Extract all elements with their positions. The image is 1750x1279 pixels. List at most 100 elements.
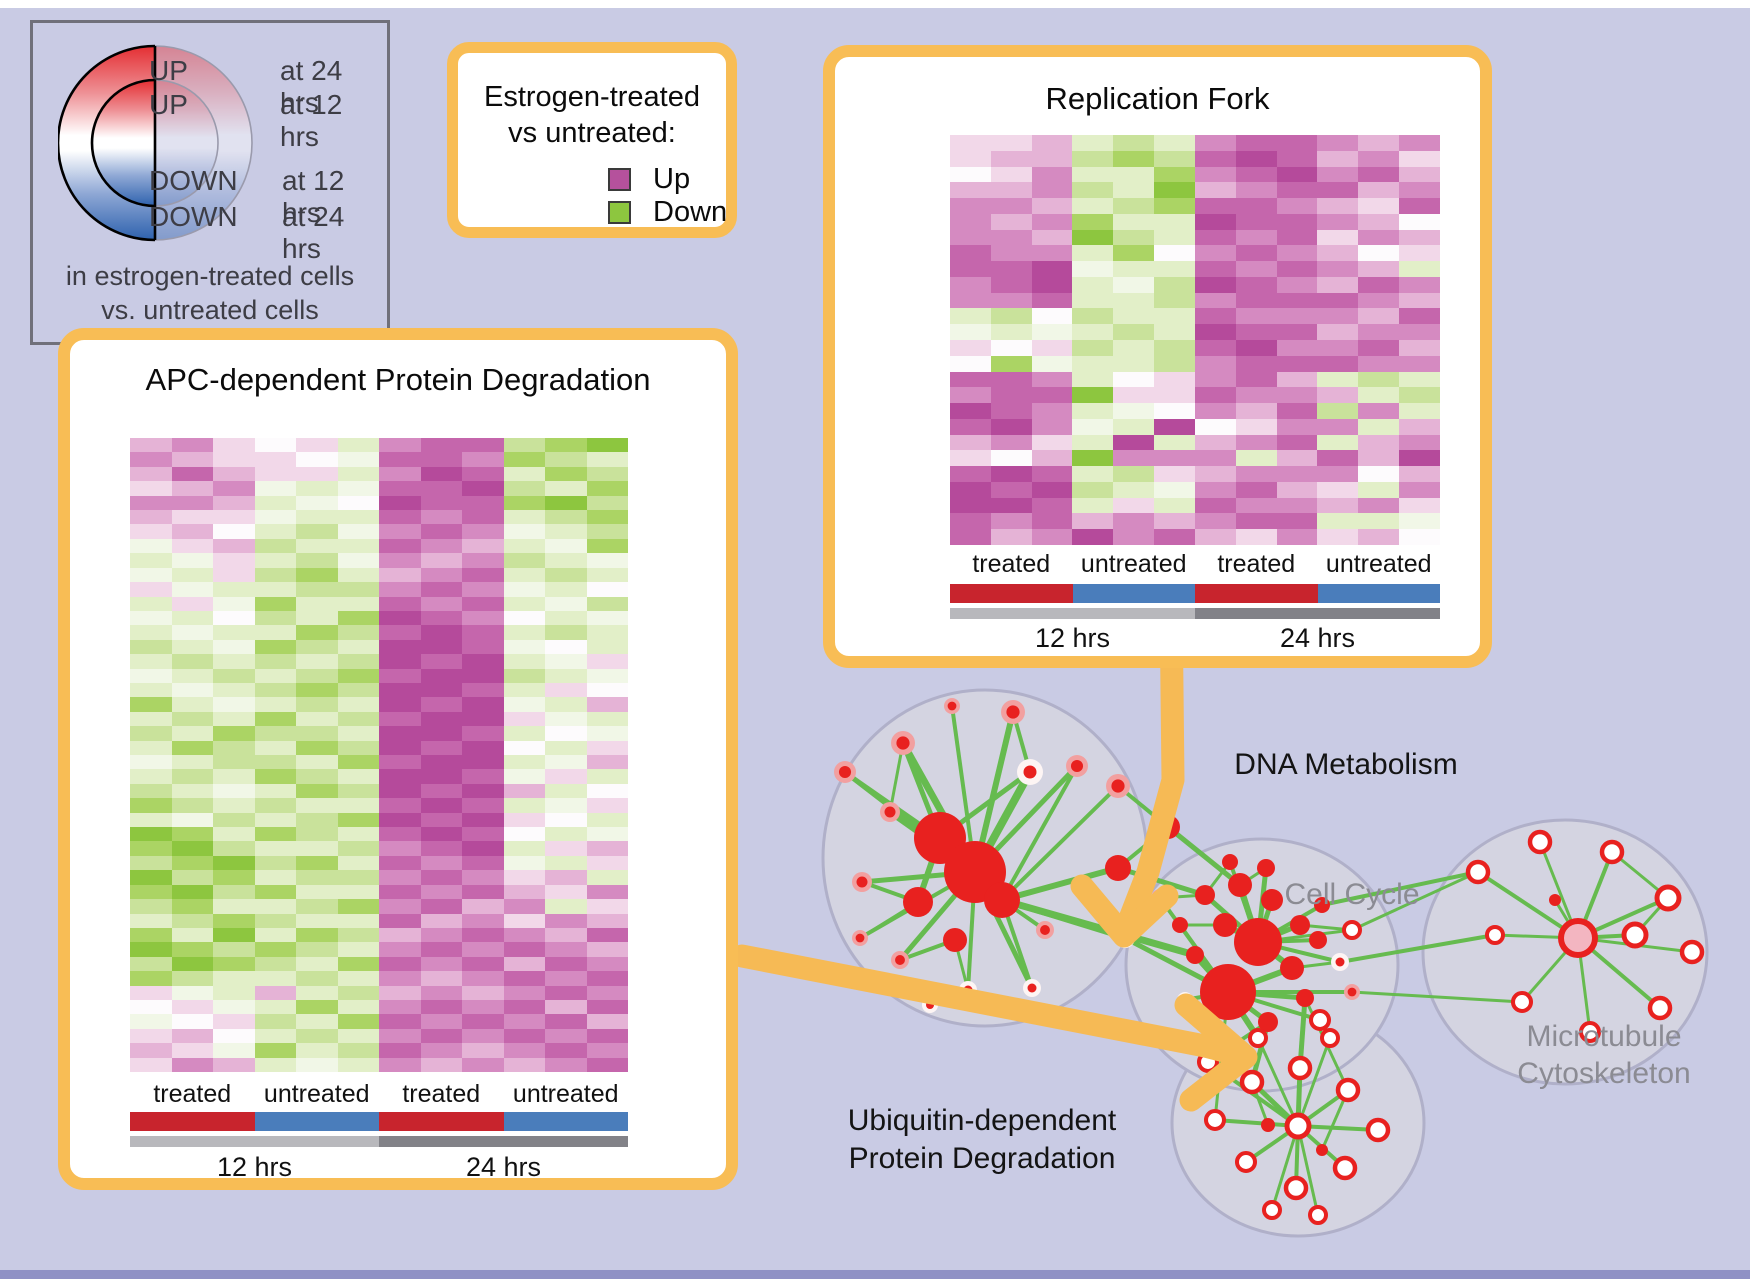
- down-label: Down: [653, 196, 728, 228]
- heatmap-cell: [254, 553, 296, 568]
- heatmap-cell: [586, 1057, 628, 1072]
- heatmap-cell: [337, 1014, 379, 1029]
- heatmap-cell: [213, 985, 255, 1000]
- heatmap-cell: [1235, 166, 1277, 183]
- heatmap-cell: [462, 596, 504, 611]
- heatmap-cell: [1276, 340, 1318, 356]
- heatmap-cell: [462, 899, 504, 914]
- network-edge: [1351, 990, 1523, 1004]
- heatmap-cell: [130, 769, 172, 784]
- heatmap-cell: [545, 582, 587, 597]
- down-24-word: DOWN: [149, 201, 238, 232]
- heatmap-cell: [503, 884, 545, 900]
- heatmap-cell: [1154, 340, 1195, 356]
- heatmap-cell: [254, 971, 296, 986]
- heatmap-cell: [254, 827, 296, 842]
- heatmap-cell: [379, 798, 421, 813]
- network-node: [1558, 918, 1598, 958]
- heatmap-cell: [1399, 198, 1440, 214]
- heatmap-cell: [990, 308, 1032, 325]
- network-node: [1599, 839, 1625, 865]
- heatmap-cell: [254, 639, 296, 655]
- heatmap-cell: [462, 524, 504, 539]
- heatmap-cell: [1235, 466, 1277, 482]
- heatmap-cell: [254, 481, 296, 496]
- apc-group-labels: treated untreated treated untreated: [130, 1080, 628, 1109]
- heatmap-cell: [990, 135, 1032, 151]
- heatmap-cell: [462, 841, 504, 856]
- heatmap-cell: [545, 798, 587, 813]
- apc-panel: APC-dependent Protein Degradation treate…: [58, 328, 738, 1190]
- heatmap-cell: [337, 553, 379, 568]
- heatmap-cell: [337, 610, 379, 626]
- heatmap-cell: [130, 682, 172, 698]
- heatmap-cell: [586, 956, 628, 972]
- network-node-core: [1070, 759, 1084, 773]
- heatmap-cell: [337, 625, 379, 640]
- heatmap-cell: [950, 403, 991, 419]
- heatmap-cell: [1072, 403, 1114, 419]
- heatmap-cell: [1317, 434, 1359, 451]
- heatmap-cell: [1399, 213, 1440, 230]
- heatmap-cell: [296, 438, 338, 453]
- heatmap-cell: [213, 668, 255, 683]
- heatmap-cell: [1031, 418, 1073, 435]
- heatmap-cell: [171, 755, 213, 770]
- heatmap-cell: [545, 841, 587, 856]
- heatmap-cell: [1194, 135, 1236, 151]
- heatmap-cell: [171, 668, 213, 683]
- heatmap-cell: [337, 567, 379, 583]
- heatmap-cell: [254, 625, 296, 640]
- heatmap-cell: [545, 1014, 587, 1029]
- heatmap-cell: [462, 567, 504, 583]
- heatmap-cell: [462, 985, 504, 1000]
- heatmap-cell: [171, 913, 213, 928]
- heatmap-cell: [950, 213, 991, 230]
- heatmap-cell: [171, 841, 213, 856]
- heatmap-cell: [586, 538, 628, 554]
- heatmap-cell: [213, 870, 255, 885]
- heatmap-cell: [296, 855, 338, 871]
- heatmap-cell: [586, 639, 628, 655]
- heatmap-cell: [1031, 403, 1073, 419]
- heatmap-cell: [337, 697, 379, 712]
- heatmap-cell: [586, 927, 628, 943]
- inner-right-outline: [154, 79, 219, 207]
- timepoint-label: 24 hrs: [465, 1152, 542, 1182]
- heatmap-cell: [337, 827, 379, 842]
- heatmap-cell: [1276, 150, 1318, 167]
- heatmap-cell: [296, 1014, 338, 1029]
- heatmap-cell: [337, 438, 379, 453]
- timepoint-bar: [950, 608, 1195, 619]
- heatmap-cell: [379, 971, 421, 986]
- heatmap-cell: [420, 999, 462, 1015]
- up-label: Up: [653, 163, 691, 195]
- heatmap-cell: [1276, 434, 1318, 451]
- heatmap-cell: [462, 827, 504, 842]
- heatmap-cell: [296, 553, 338, 568]
- heatmap-cell: [1276, 229, 1318, 246]
- heatmap-cell: [545, 755, 587, 770]
- condition-bar: [950, 584, 1073, 603]
- network-node: [1365, 1117, 1391, 1143]
- heatmap-cell: [337, 783, 379, 799]
- heatmap-cell: [130, 740, 172, 755]
- heatmap-cell: [503, 510, 545, 525]
- heatmap-cell: [1072, 466, 1114, 482]
- heatmap-cell: [1113, 213, 1155, 230]
- heatmap-cell: [990, 497, 1032, 514]
- heatmap-cell: [990, 276, 1032, 293]
- heatmap-cell: [1113, 497, 1155, 514]
- heatmap-cell: [171, 985, 213, 1000]
- heatmap-cell: [503, 495, 545, 511]
- heatmap-cell: [1399, 276, 1440, 293]
- heatmap-cell: [1358, 292, 1400, 309]
- heatmap-cell: [171, 438, 213, 453]
- heatmap-cell: [379, 510, 421, 525]
- heatmap-cell: [213, 899, 255, 914]
- heatmap-cell: [1358, 245, 1400, 262]
- heatmap-cell: [1317, 182, 1359, 199]
- network-edge: [1256, 1037, 1300, 1127]
- network-edge: [1214, 1118, 1299, 1128]
- heatmap-cell: [1194, 513, 1236, 530]
